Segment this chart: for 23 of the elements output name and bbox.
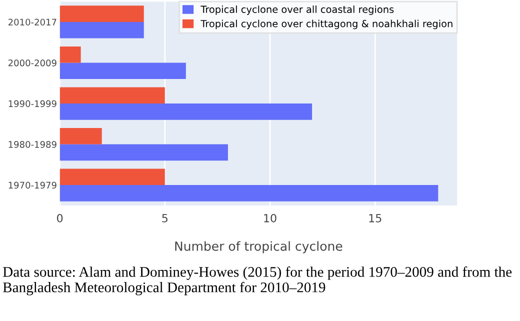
y-tick-label: 2010-2017 bbox=[8, 18, 56, 26]
x-tick-label: 10 bbox=[264, 214, 276, 222]
bar bbox=[60, 185, 438, 202]
bar bbox=[60, 144, 228, 161]
legend-label: Tropical cyclone over chittagong & noahkhali region bbox=[200, 20, 452, 30]
y-tick-label: 2000-2009 bbox=[8, 59, 56, 66]
bar bbox=[60, 168, 165, 186]
x-tick-label: 0 bbox=[57, 214, 63, 222]
bar bbox=[60, 104, 312, 120]
x-axis-title: Number of tropical cyclone bbox=[175, 241, 342, 254]
bar bbox=[60, 87, 165, 104]
bar bbox=[60, 22, 144, 38]
bar bbox=[60, 62, 186, 80]
legend-label: Tropical cyclone over all coastal regions bbox=[200, 5, 394, 15]
bar bbox=[60, 46, 81, 63]
bar bbox=[60, 6, 144, 22]
source-note: Data source: Alam and Dominey-Howes (2015) for the period 1970–2009 and from the Bangladesh Meteorological Department for 2010–2019 bbox=[3, 266, 512, 296]
x-tick-label: 15 bbox=[369, 214, 382, 222]
y-tick-label: 1980-1989 bbox=[8, 141, 56, 148]
y-tick-label: 1970-1979 bbox=[8, 182, 56, 189]
bar bbox=[60, 128, 102, 144]
x-tick-label: 5 bbox=[162, 214, 168, 222]
y-tick-label: 1990-1999 bbox=[8, 100, 56, 108]
